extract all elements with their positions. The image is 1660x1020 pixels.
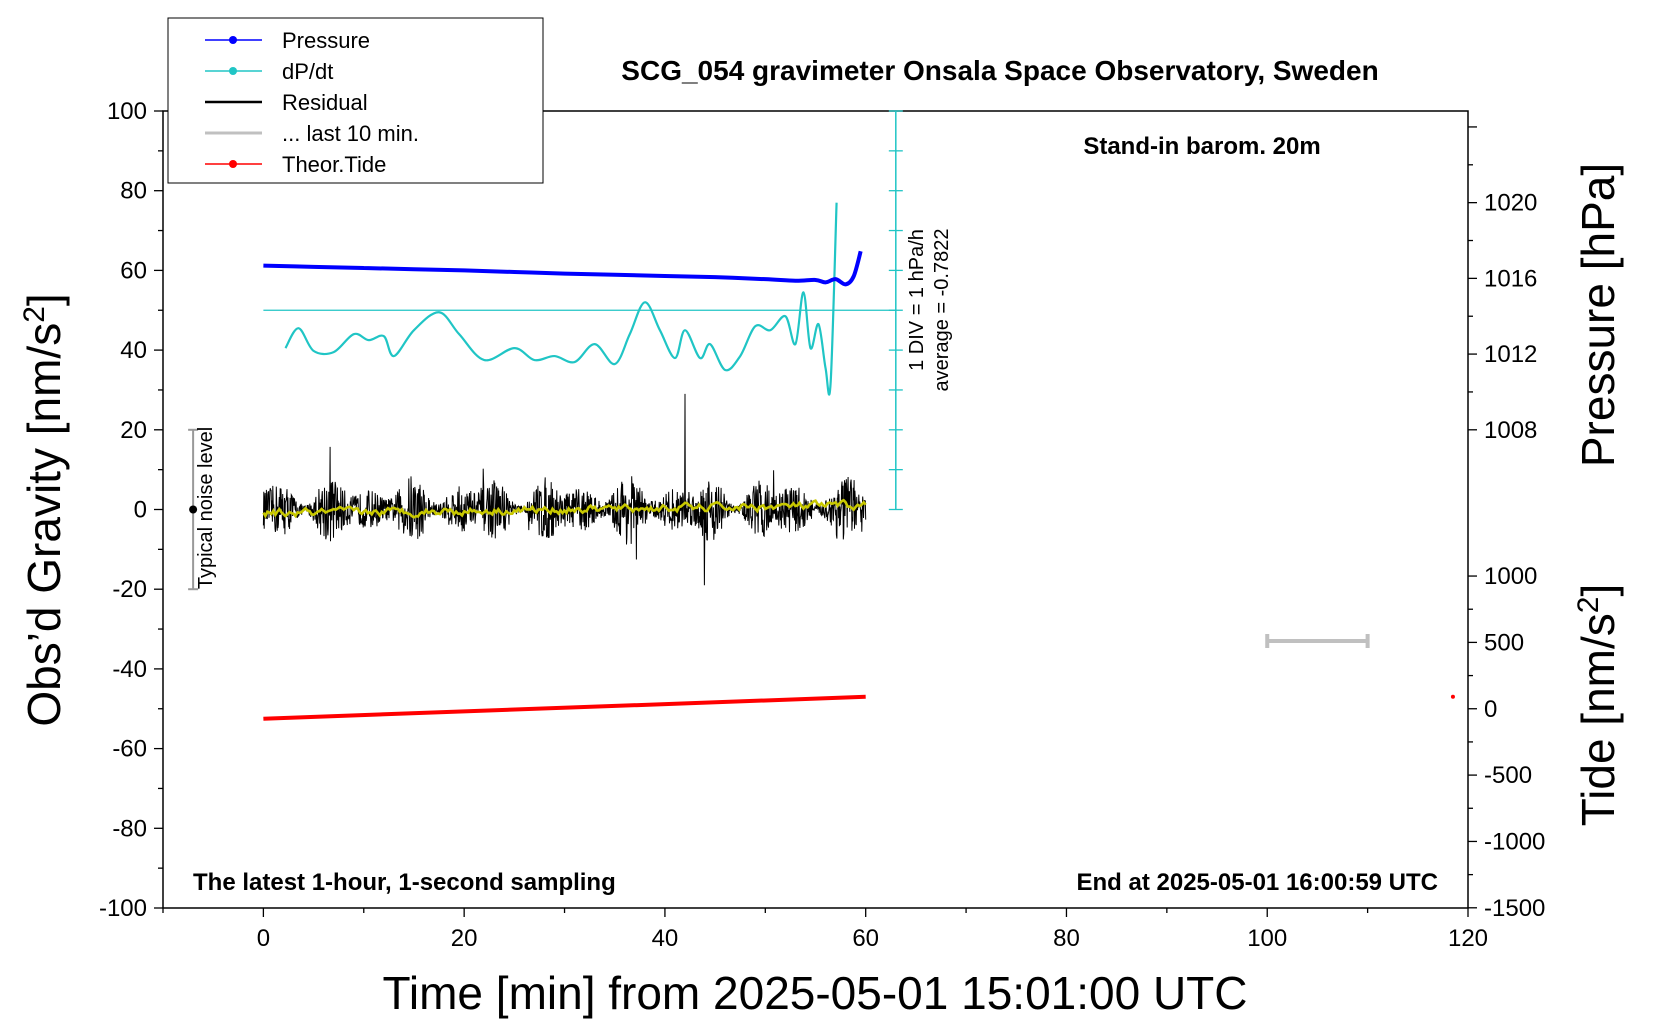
x-tick-label: 20 [451,925,478,952]
x-tick-label: 120 [1448,925,1488,952]
pressure-series-line [263,250,863,287]
dpdt-scale-label: 1 DIV = 1 hPa/h [906,229,928,371]
x-tick-label: 60 [852,925,879,952]
legend-label: Residual [282,90,368,115]
x-tick-label: 80 [1053,925,1080,952]
y-axis-ticks: -100 -80 -60 -40 -20 0 20 40 60 80 100 [99,98,163,922]
noise-bar-center [189,505,198,514]
y-axis-title-pressure: Pressure [hPa] [1572,163,1624,467]
tide-tick-label: 1000 [1484,563,1537,590]
tide-series-line [263,694,866,721]
legend-item: Residual [205,90,368,115]
legend-items: Pressure dP/dt Residual ... last 10 min. The… [205,28,419,177]
legend-label: ... last 10 min. [282,121,419,146]
y-tick-label: -80 [112,815,147,842]
legend-item: Theor.Tide [205,152,386,177]
pressure-tick-label: 1016 [1484,265,1537,292]
tide-tick-label: -1500 [1484,895,1545,922]
tide-dot [1450,694,1455,699]
x-tick-label: 0 [257,925,270,952]
note-bottom-right: End at 2025-05-01 16:00:59 UTC [1077,869,1439,896]
legend-item: Pressure [205,28,370,53]
residual-smoothed-line [262,498,867,519]
tide-tick-label: -1000 [1484,828,1545,855]
legend-label: Theor.Tide [282,152,386,177]
y-axis-title-left: Obs’d Gravity [nm/s2] [18,293,71,726]
noise-level-bar [188,428,199,591]
y-tick-label: -20 [112,576,147,603]
last10-range-bar [1265,634,1370,649]
legend-box [167,17,544,184]
x-tick-label: 100 [1247,925,1287,952]
y-tick-label: -100 [99,895,147,922]
x-axis-title: Time [min] from 2025-05-01 15:01:00 UTC [383,967,1248,1019]
pressure-tick-label: 1008 [1484,417,1537,444]
y-tick-label: 40 [120,337,147,364]
tide-tick-label: -500 [1484,762,1532,789]
legend-swatch-marker [229,160,237,168]
legend-item: ... last 10 min. [205,121,419,146]
y-tick-label: 60 [120,257,147,284]
y-tick-label: -60 [112,736,147,763]
x-axis-ticks: 0 20 40 60 80 100 120 [162,908,1488,952]
pressure-tick-label: 1020 [1484,190,1537,217]
note-top-right: Stand-in barom. 20m [1083,133,1320,160]
y-axis-title-tide: Tide [nm/s2] [1572,584,1625,827]
y-tick-label: 100 [107,98,147,125]
dpdt-series-line [284,202,838,396]
residual-series-line [262,393,867,586]
tide-tick-label: 0 [1484,696,1497,723]
pressure-axis-ticks: 1008 1012 1016 1020 [1468,126,1537,444]
legend-swatch-marker [229,67,237,75]
y-tick-label: 20 [120,417,147,444]
legend-item: dP/dt [205,59,333,84]
x-tick-label: 40 [652,925,679,952]
noise-level-label: Typical noise level [195,427,217,589]
chart-title: SCG_054 gravimeter Onsala Space Observat… [621,55,1378,86]
legend-label: Pressure [282,28,370,53]
tide-axis-ticks: 1000 500 0 -500 -1000 -1500 [1468,563,1545,922]
pressure-tick-label: 1012 [1484,341,1537,368]
legend-label: dP/dt [282,59,333,84]
y-tick-label: 0 [134,497,147,524]
y-tick-label: 80 [120,178,147,205]
legend-swatch-marker [229,36,237,44]
legend: Pressure dP/dt Residual ... last 10 min. The… [167,17,544,184]
y-tick-label: -40 [112,656,147,683]
dpdt-average-label: average = -0.7822 [931,229,953,392]
tide-tick-label: 500 [1484,629,1524,656]
note-bottom-left: The latest 1-hour, 1-second sampling [193,869,616,896]
